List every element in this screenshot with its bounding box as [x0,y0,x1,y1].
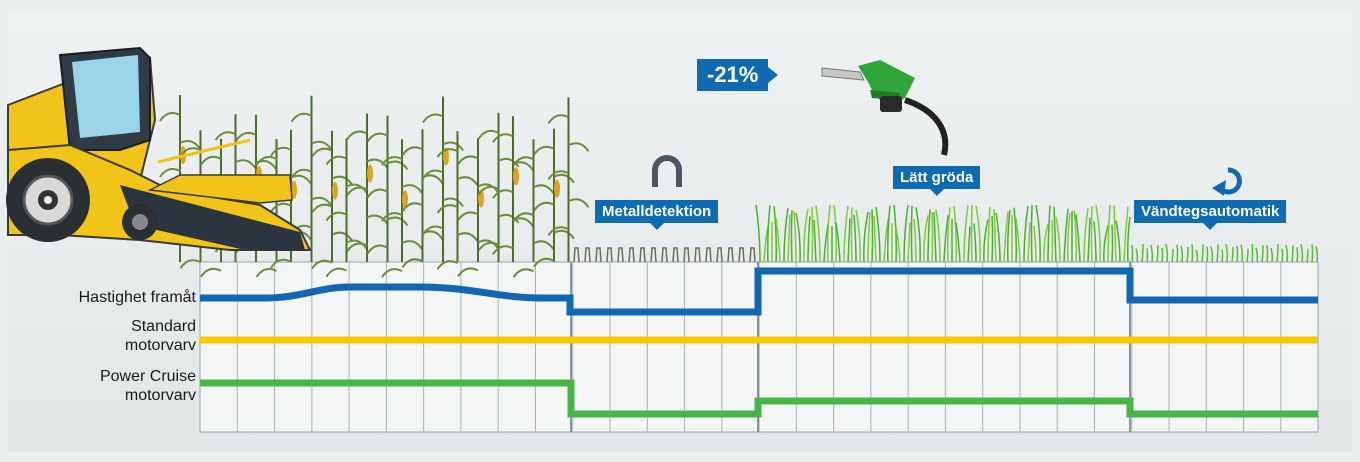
short-grass-icon [1131,243,1319,263]
feature-label-headland: Vändtegsautomatik [1134,200,1287,230]
harvester-icon [6,46,312,251]
feature-label-metal-detection: Metalldetektion [595,200,719,230]
fuel-nozzle-icon [821,60,949,156]
fuel-savings-badge: -21% [697,59,779,91]
magnet-icon [652,155,682,187]
row-label-power-cruise-rpm: Power Cruise motorvarv [99,368,196,404]
grass-icon [755,204,1131,263]
row-label-forward-speed: Hastighet framåt [78,289,196,306]
power-cruise-curve [200,379,1318,418]
stubble-icon [573,247,756,263]
corn-field-icon [159,95,590,278]
row-label-standard-rpm: Standard motorvarv [124,318,196,354]
feature-label-light-crop: Lätt gröda [893,166,981,196]
turn-arrow-icon [1212,167,1242,196]
forward-speed-curve [200,267,1318,316]
